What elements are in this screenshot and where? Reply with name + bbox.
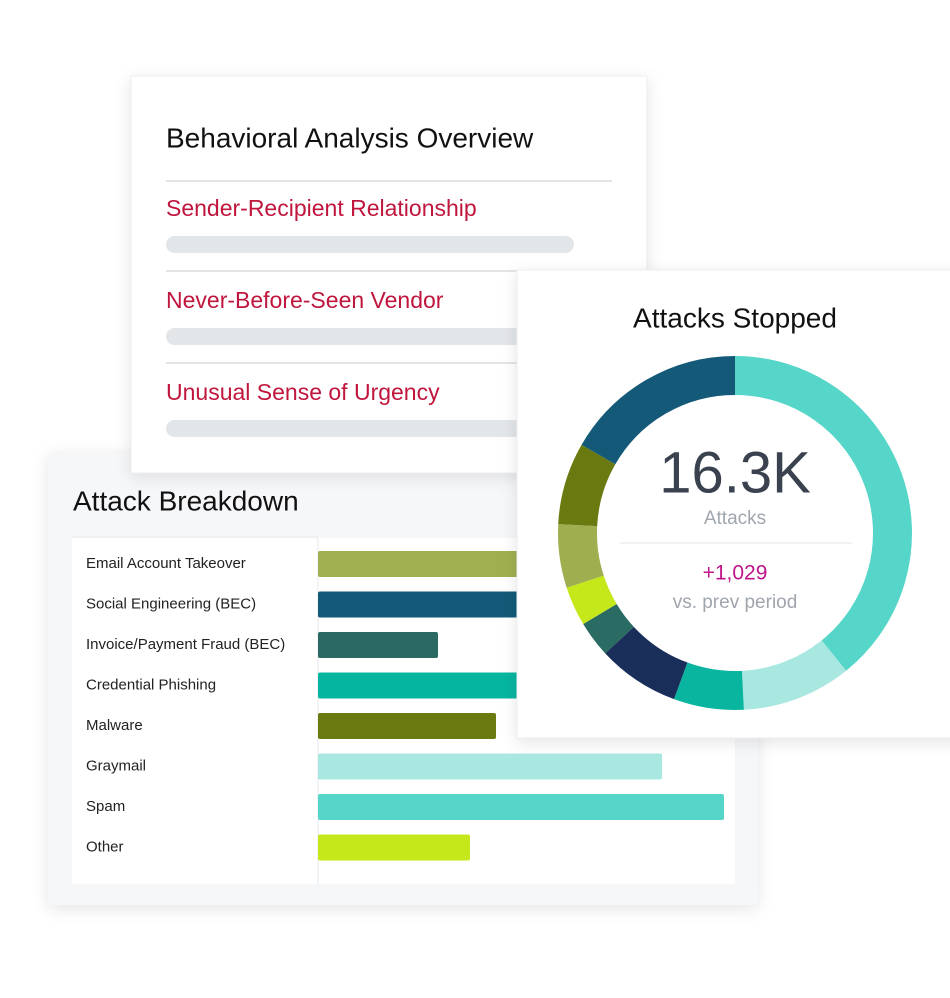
bar: [318, 713, 496, 739]
placeholder-bar: [166, 420, 574, 437]
donut-segment: [558, 444, 616, 527]
category-label: Social Engineering (BEC): [86, 595, 256, 612]
overview-item: Sender-Recipient Relationship: [166, 195, 477, 221]
bar: [318, 834, 470, 861]
donut-segment: [566, 575, 617, 625]
change-label: vs. prev period: [673, 592, 798, 613]
category-label: Invoice/Payment Fraud (BEC): [86, 636, 285, 653]
donut-segment: [741, 640, 847, 710]
category-label: Graymail: [86, 757, 146, 774]
donut-segment: [734, 356, 912, 671]
bar: [318, 794, 724, 820]
donut-segment: [558, 524, 604, 588]
chart-title: Attack Breakdown: [73, 485, 299, 516]
change: +1,029: [703, 562, 768, 585]
category-label: Malware: [86, 717, 143, 734]
donut-card: Attacks Stopped 16.3K Attacks +1,029 vs.…: [516, 269, 950, 739]
bar: [318, 632, 438, 658]
center-label: Attacks: [704, 508, 766, 529]
donut-segment: [674, 662, 744, 710]
bar: [318, 551, 578, 577]
overview-title: Behavioral Analysis Overview: [166, 122, 534, 153]
placeholder-bar: [166, 328, 574, 345]
category-label: Other: [86, 838, 124, 855]
category-label: Credential Phishing: [86, 676, 216, 693]
donut-segment: [581, 356, 736, 465]
center-value: 16.3K: [659, 440, 811, 505]
overview-item: Never-Before-Seen Vendor: [166, 287, 444, 313]
overview-item: Unusual Sense of Urgency: [166, 379, 440, 405]
category-label: Spam: [86, 798, 125, 815]
placeholder-bar: [166, 236, 574, 253]
donut-segment: [605, 626, 688, 700]
bar: [318, 753, 662, 780]
category-label: Email Account Takeover: [86, 555, 246, 572]
chart-title: Attacks Stopped: [633, 302, 837, 333]
donut-segment: [583, 603, 635, 654]
